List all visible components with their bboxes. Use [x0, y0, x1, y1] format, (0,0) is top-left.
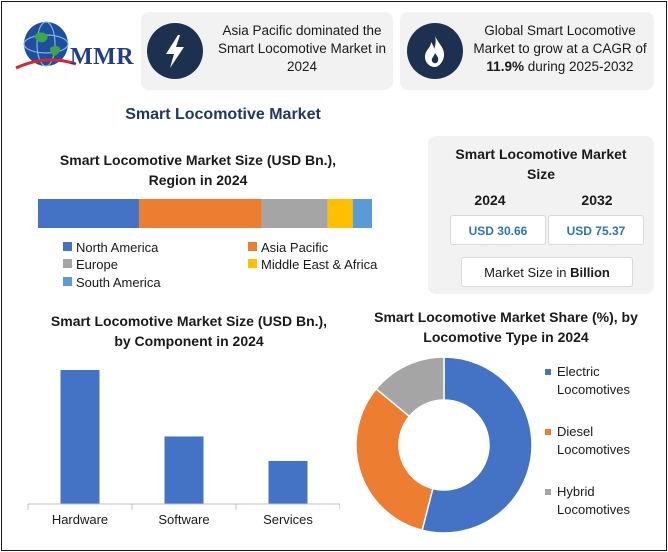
legend-label: Middle East & Africa	[261, 257, 378, 272]
value-2032: USD 75.37	[548, 215, 644, 245]
legend-asia-pacific: Asia Pacific	[248, 240, 328, 256]
donut-slice-electric	[421, 356, 533, 534]
component-chart-title: Smart Locomotive Market Size (USD Bn.), …	[50, 313, 328, 349]
legend-swatch	[545, 369, 551, 375]
highlight-panel-asia-pacific: Asia Pacific dominated the Smart Locomot…	[141, 12, 393, 90]
legend-label: Electric Locomotives	[557, 364, 630, 397]
legend-swatch	[63, 242, 72, 251]
legend-label: North America	[76, 240, 159, 255]
donut-legend-item: Electric Locomotives	[545, 363, 655, 399]
highlight-panel-cagr: Global Smart Locomotive Market to grow a…	[400, 12, 654, 90]
fire-icon	[407, 23, 463, 79]
bar-software	[164, 436, 204, 504]
legend-europe: Europe	[63, 257, 118, 273]
legend-middle-east-africa: Middle East & Africa	[248, 257, 377, 273]
cagr-text-after: during 2025-2032	[523, 59, 634, 74]
donut-slice-hybrid	[375, 356, 445, 418]
legend-swatch	[545, 429, 551, 435]
market-size-panel: Smart Locomotive Market Size 2024 2032 U…	[428, 136, 654, 294]
legend-swatch	[63, 259, 72, 268]
year-2032: 2032	[581, 192, 613, 208]
region-segment-south-america	[352, 199, 372, 228]
value-2024: USD 30.66	[450, 215, 546, 245]
logo: MMR	[12, 14, 136, 76]
year-2024: 2024	[474, 192, 506, 208]
highlight-text: Asia Pacific dominated the Smart Locomot…	[217, 23, 387, 74]
legend-swatch	[248, 242, 257, 251]
bar-services	[268, 460, 308, 504]
component-bar-chart: Hardware Software Services	[27, 370, 340, 527]
legend-label: Asia Pacific	[261, 240, 329, 255]
unit-note-text: Market Size in	[484, 265, 571, 280]
globe-icon	[15, 21, 77, 70]
cagr-text-before: Global Smart Locomotive Market to grow a…	[473, 23, 647, 56]
legend-swatch	[248, 259, 257, 268]
market-size-unit-note: Market Size in Billion	[461, 257, 633, 287]
legend-label: Europe	[76, 257, 118, 272]
region-chart-title: Smart Locomotive Market Size (USD Bn.), …	[59, 152, 337, 188]
region-segment-europe	[261, 199, 328, 228]
donut-legend-item: Hybrid Locomotives	[545, 483, 655, 519]
region-segment-middle-east-africa	[327, 199, 353, 228]
legend-label: South America	[76, 275, 161, 290]
donut-legend-item: Diesel Locomotives	[545, 423, 655, 459]
type-donut-chart	[355, 356, 533, 534]
region-segment-north-america	[38, 199, 140, 228]
market-size-title: Smart Locomotive Market Size	[455, 146, 627, 182]
donut-slice-diesel	[355, 387, 434, 532]
page-title: Smart Locomotive Market	[125, 106, 321, 123]
legend-swatch	[545, 489, 551, 495]
legend-label: Diesel Locomotives	[557, 424, 630, 457]
legend-swatch	[63, 277, 72, 286]
legend-label: Hybrid Locomotives	[557, 484, 630, 517]
x-tick-label: Hardware	[52, 512, 108, 527]
highlight-text: Global Smart Locomotive Market to grow a…	[472, 22, 648, 76]
cagr-value: 11.9%	[486, 59, 524, 74]
legend-north-america: North America	[63, 240, 158, 256]
region-stacked-bar	[38, 199, 372, 228]
unit-note-bold: Billion	[570, 265, 610, 280]
region-segment-asia-pacific	[139, 199, 262, 228]
lightning-icon	[147, 23, 203, 79]
x-tick-label: Software	[158, 512, 209, 527]
x-tick-label: Services	[263, 512, 313, 527]
type-chart-title: Smart Locomotive Market Share (%), by Lo…	[374, 309, 638, 345]
bar-hardware	[60, 370, 100, 504]
legend-south-america: South America	[63, 275, 161, 291]
logo-text: MMR	[70, 44, 135, 70]
